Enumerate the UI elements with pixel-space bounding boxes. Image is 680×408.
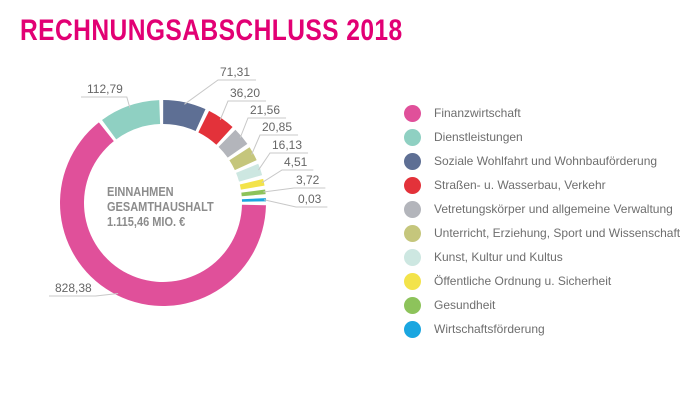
leader-line	[263, 199, 328, 208]
data-label: 4,51	[284, 155, 308, 169]
legend-swatch	[404, 104, 421, 122]
donut-slice	[198, 110, 233, 145]
legend-item: Straßen- u. Wasserbau, Verkehr	[404, 173, 680, 197]
legend-item: Wirtschaftsförderung	[404, 317, 680, 341]
legend-swatch	[404, 128, 421, 146]
center-label: EINNAHMEN GESAMTHAUSHALT 1.115,46 MIO. €	[107, 185, 214, 230]
leader-line	[81, 96, 131, 108]
leader-line	[258, 152, 309, 171]
legend-swatch	[404, 272, 421, 290]
leader-line	[251, 134, 299, 155]
leader-line	[219, 100, 267, 120]
donut-slice	[236, 163, 263, 182]
data-label: 3,72	[296, 173, 320, 187]
legend-label: Gesundheit	[434, 298, 496, 312]
legend-swatch	[404, 224, 421, 242]
donut-slice	[229, 147, 257, 171]
legend-item: Dienstleistungen	[404, 125, 680, 149]
legend-swatch	[404, 200, 421, 218]
leader-line	[261, 169, 314, 184]
donut-slice	[241, 198, 266, 202]
data-label: 16,13	[272, 138, 302, 152]
legend-label: Soziale Wohlfahrt und Wohnbauförderung	[434, 154, 658, 168]
legend-label: Vetretungskörper und allgemeine Verwaltu…	[434, 202, 673, 216]
donut-slice	[241, 189, 266, 197]
data-label: 71,31	[220, 65, 250, 79]
legend-swatch	[404, 152, 421, 170]
legend-swatch	[404, 248, 421, 266]
legend-item: Öffentliche Ordnung u. Sicherheit	[404, 269, 680, 293]
legend-label: Dienstleistungen	[434, 130, 523, 144]
legend-item: Gesundheit	[404, 293, 680, 317]
legend-label: Unterricht, Erziehung, Sport und Wissens…	[434, 226, 680, 240]
leader-line	[184, 79, 257, 105]
leader-line	[239, 117, 287, 139]
legend-item: Vetretungskörper und allgemeine Verwaltu…	[404, 197, 680, 221]
leader-line	[263, 187, 326, 193]
legend-swatch	[404, 296, 421, 314]
legend-label: Wirtschaftsförderung	[434, 322, 545, 336]
page-title: RECHNUNGSABSCHLUSS 2018	[20, 14, 403, 47]
data-label: 21,56	[250, 103, 280, 117]
data-label: 20,85	[262, 120, 292, 134]
donut-slice	[239, 178, 265, 190]
legend-label: Finanzwirtschaft	[434, 106, 521, 120]
leader-line	[49, 292, 119, 297]
donut-slice	[102, 100, 161, 140]
legend-swatch	[404, 320, 421, 338]
legend-item: Finanzwirtschaft	[404, 101, 680, 125]
legend-item: Kunst, Kultur und Kultus	[404, 245, 680, 269]
legend: Finanzwirtschaft Dienstleistungen Soziale …	[404, 101, 680, 341]
center-label-line: EINNAHMEN	[107, 185, 174, 199]
legend-label: Straßen- u. Wasserbau, Verkehr	[434, 178, 606, 192]
legend-item: Unterricht, Erziehung, Sport und Wissens…	[404, 221, 680, 245]
data-label: 36,20	[230, 86, 260, 100]
donut-slice	[163, 100, 206, 132]
legend-label: Öffentliche Ordnung u. Sicherheit	[434, 274, 612, 288]
data-label: 112,79	[87, 82, 123, 96]
legend-item: Soziale Wohlfahrt und Wohnbauförderung	[404, 149, 680, 173]
center-label-line: GESAMTHAUSHALT	[107, 200, 214, 214]
data-label: 828,38	[55, 281, 92, 295]
data-label: 0,03	[298, 192, 322, 206]
center-label-line: 1.115,46 MIO. €	[107, 215, 186, 229]
legend-label: Kunst, Kultur und Kultus	[434, 250, 563, 264]
legend-swatch	[404, 176, 421, 194]
